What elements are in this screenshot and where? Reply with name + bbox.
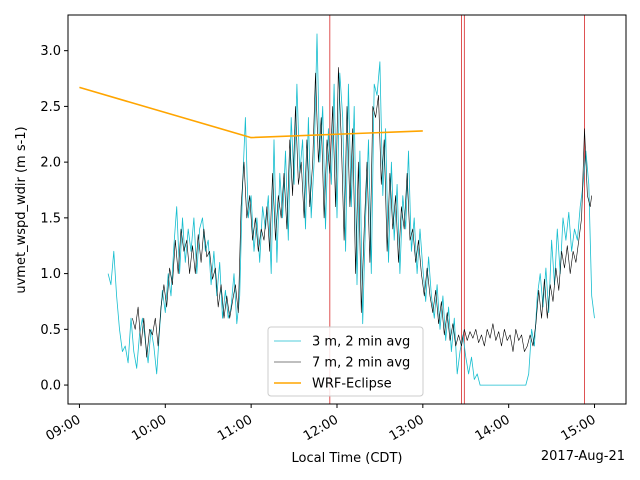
y-axis: 0.0 0.5 1.0 1.5 2.0 2.5 3.0	[40, 44, 68, 394]
series-line-1	[132, 67, 592, 358]
series-line-0	[107, 33, 595, 386]
series-lines	[79, 33, 595, 386]
x-tick-label-1: 10:00	[129, 412, 169, 444]
legend-label-2: WRF-Eclipse	[312, 377, 392, 392]
x-tick-label-3: 12:00	[301, 412, 341, 444]
legend-label-1: 7 m, 2 min avg	[312, 356, 410, 371]
y-tick-label-0: 0.0	[40, 379, 61, 394]
y-tick-label-2: 1.0	[40, 267, 61, 282]
x-axis: 09:00 10:00 11:00 12:00 13:00 14:00 15:00	[43, 404, 599, 444]
x-tick-label-4: 13:00	[387, 412, 427, 444]
y-tick-label-1: 0.5	[40, 323, 61, 338]
x-tick-label-6: 15:00	[559, 412, 599, 444]
series-line-2	[79, 86, 423, 139]
y-tick-label-4: 2.0	[40, 156, 61, 171]
legend-label-0: 3 m, 2 min avg	[312, 335, 410, 350]
y-axis-label: uvmet_wspd_wdir (m s-1)	[14, 126, 29, 293]
y-tick-label-5: 2.5	[40, 100, 61, 115]
x-tick-label-2: 11:00	[215, 412, 255, 444]
x-tick-label-0: 09:00	[43, 412, 83, 444]
legend: 3 m, 2 min avg 7 m, 2 min avg WRF-Eclipse	[267, 326, 424, 397]
legend-box	[267, 326, 424, 397]
y-tick-label-6: 3.0	[40, 44, 61, 59]
y-tick-label-3: 1.5	[40, 211, 61, 226]
date-label: 2017-Aug-21	[541, 449, 625, 464]
plot-frame	[67, 14, 627, 405]
x-tick-label-5: 14:00	[473, 412, 513, 444]
x-axis-label: Local Time (CDT)	[292, 451, 403, 466]
